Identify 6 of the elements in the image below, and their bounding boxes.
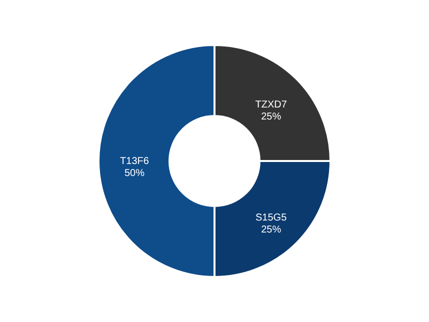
slice-label: TZXD7 (255, 99, 288, 110)
data-label: 50% (124, 168, 145, 179)
data-label: 25% (261, 111, 282, 122)
data-label: 25% (261, 224, 282, 236)
slice-label: S15G5 (256, 212, 288, 224)
slice-label: T13F6 (120, 156, 150, 167)
